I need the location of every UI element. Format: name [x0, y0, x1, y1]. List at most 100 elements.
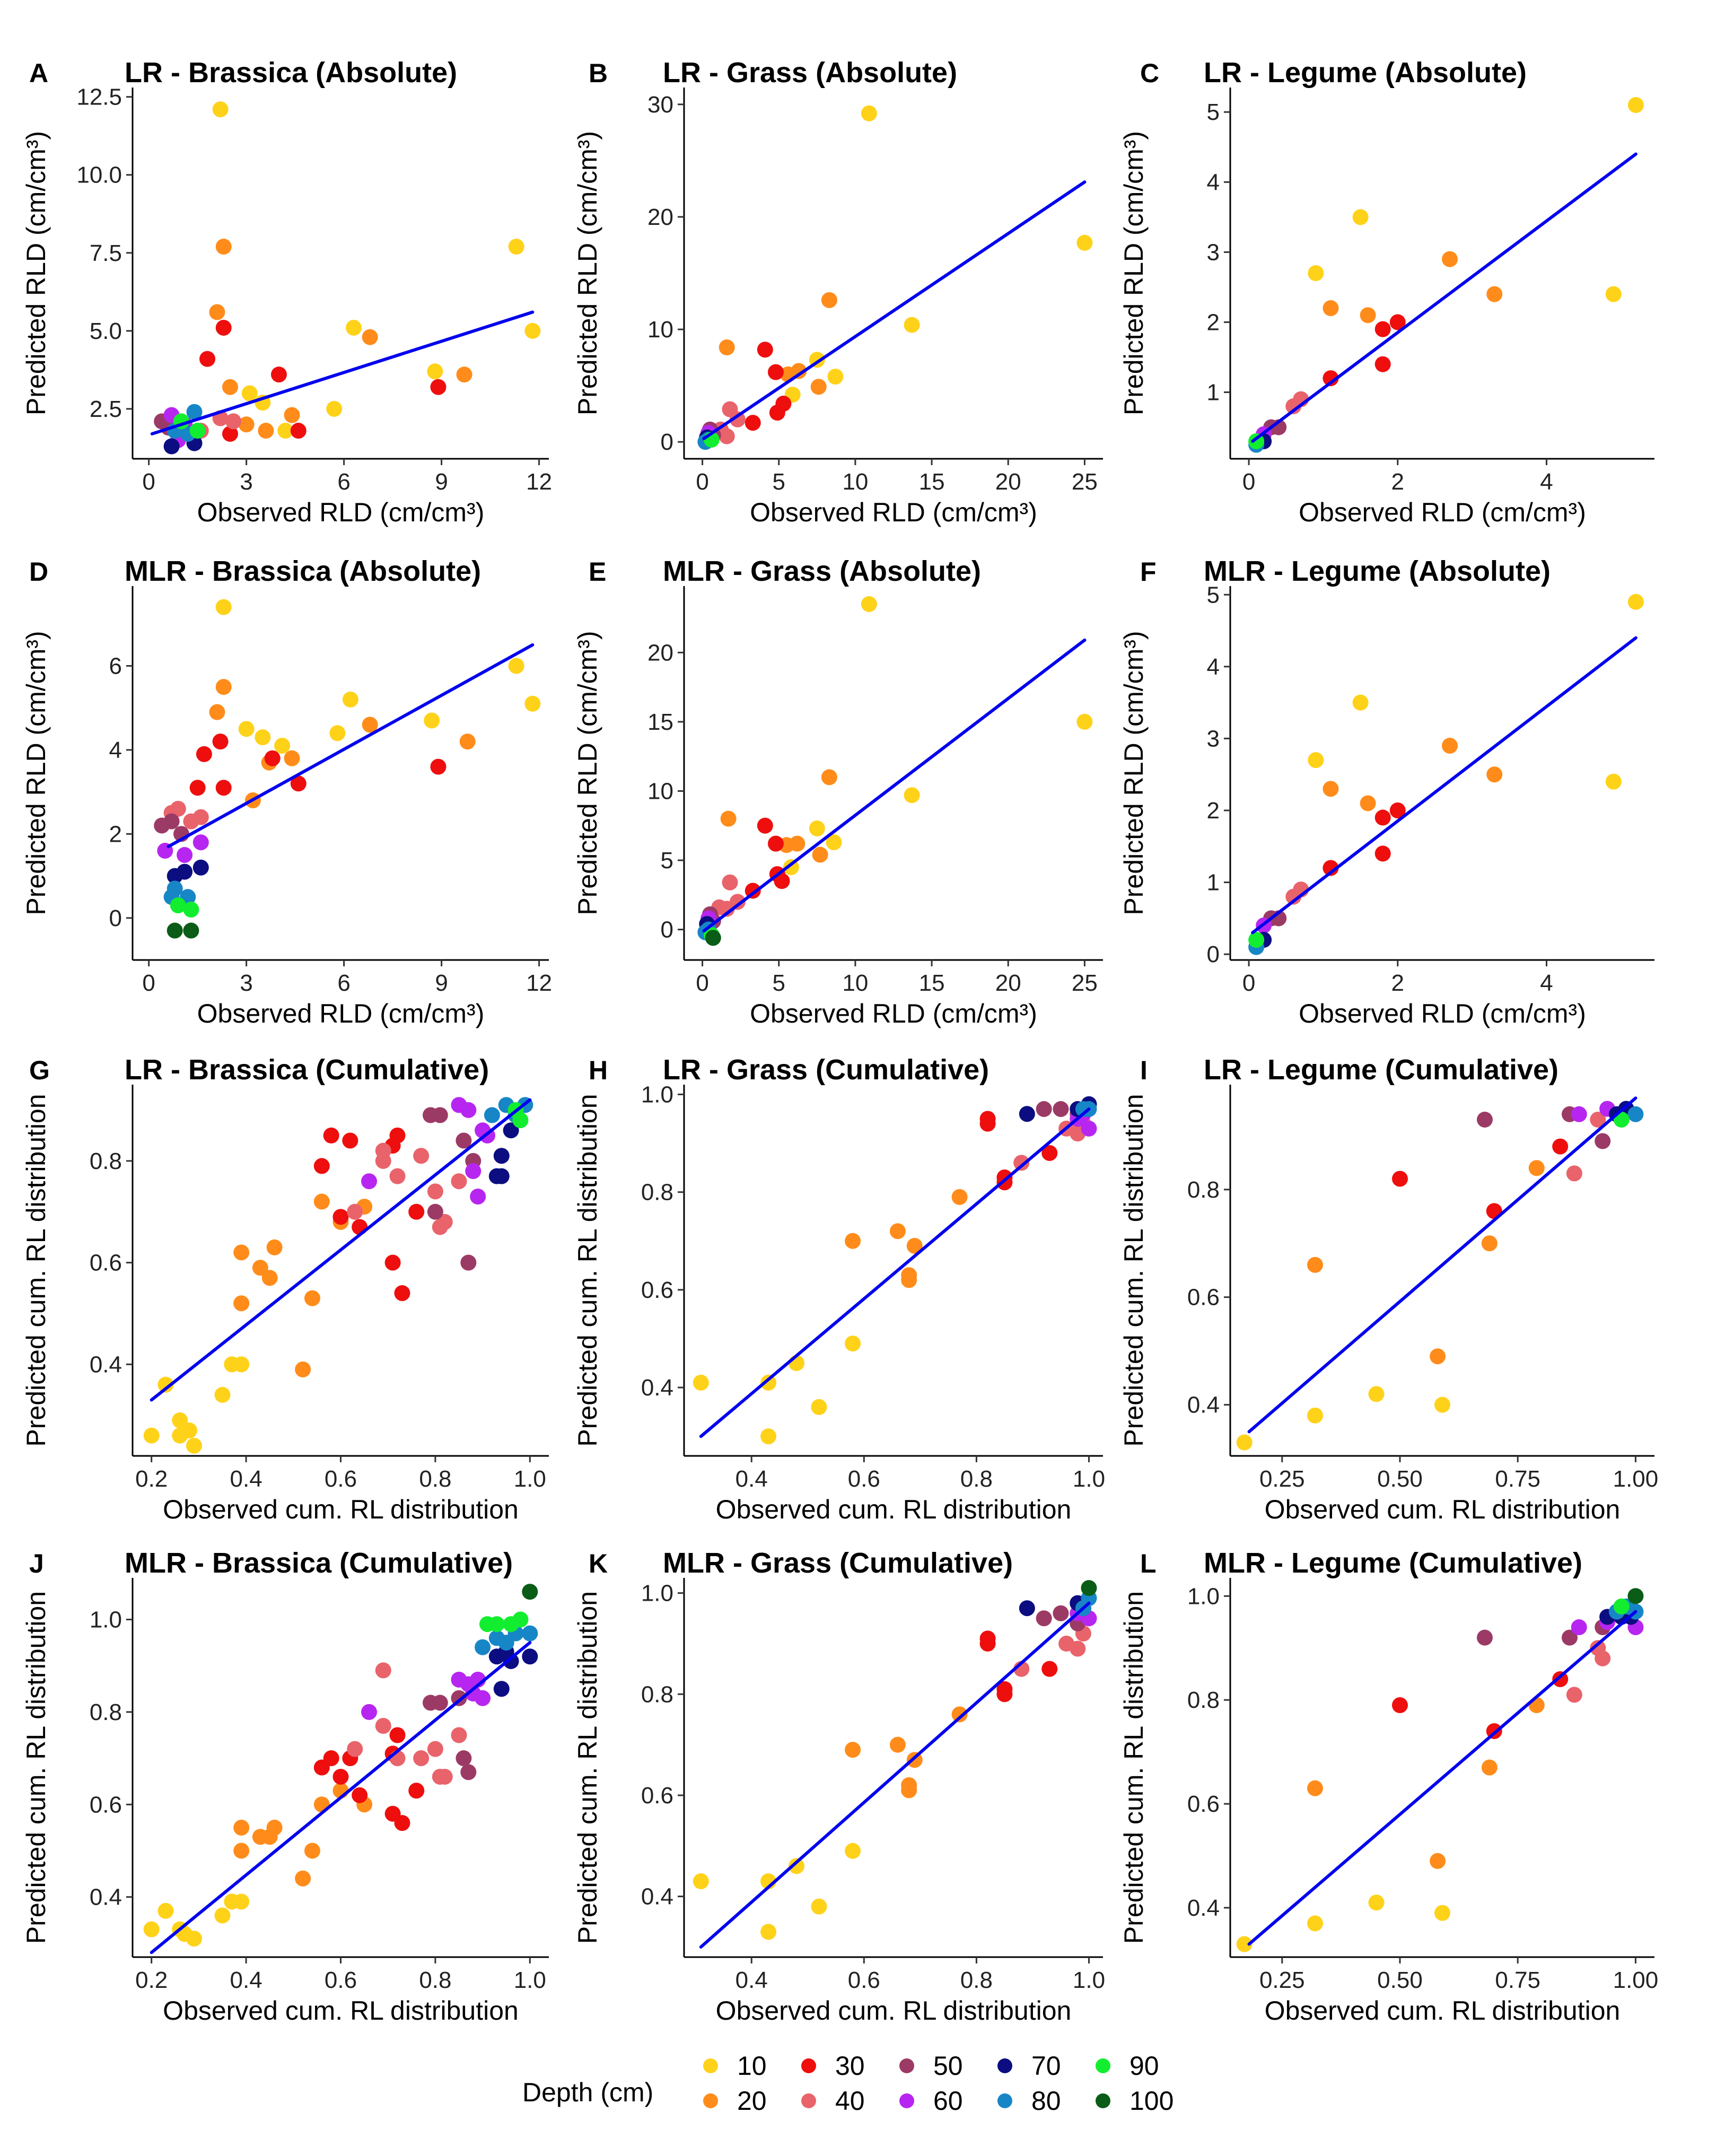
panel-letter: C — [1140, 58, 1159, 88]
legend: Depth (cm) 10 20 30 40 50 60 70 80 90 100 — [522, 2051, 1173, 2116]
data-point-depth-20 — [845, 1233, 861, 1249]
panel-letter: K — [589, 1549, 608, 1578]
data-point-depth-50 — [456, 1750, 472, 1767]
y-axis-title: Predicted RLD (cm/cm³) — [573, 131, 602, 415]
panel-letter: H — [589, 1055, 608, 1085]
data-point-depth-30 — [212, 734, 229, 750]
data-point-depth-100 — [183, 922, 199, 939]
data-point-depth-10 — [143, 1427, 160, 1444]
data-point-depth-70 — [503, 1653, 519, 1669]
legend-item-40: 40 — [801, 2086, 865, 2116]
data-point-depth-20 — [1442, 737, 1458, 754]
y-tick-label: 20 — [647, 640, 673, 666]
y-tick-label: 0.6 — [1187, 1791, 1220, 1817]
data-point-depth-90 — [488, 1616, 505, 1633]
data-point-depth-50 — [1036, 1101, 1052, 1118]
x-tick-label: 0.4 — [230, 1466, 262, 1492]
data-point-depth-10 — [845, 1336, 861, 1352]
x-tick-label: 20 — [995, 469, 1021, 495]
x-tick-label: 5 — [773, 469, 785, 495]
y-tick-label: 0.4 — [90, 1884, 122, 1910]
data-point-depth-10 — [214, 1386, 231, 1403]
y-tick-label: 0.6 — [1187, 1285, 1220, 1311]
data-point-depth-30 — [996, 1686, 1013, 1703]
x-tick-label: 2 — [1391, 970, 1404, 996]
data-point-depth-10 — [827, 369, 844, 385]
data-point-depth-20 — [266, 1819, 283, 1836]
data-point-depth-20 — [1528, 1160, 1545, 1176]
data-point-depth-20 — [295, 1870, 311, 1887]
data-point-depth-40 — [375, 1142, 391, 1159]
y-tick-label: 0.4 — [641, 1884, 673, 1910]
data-point-depth-10 — [424, 712, 440, 729]
data-point-depth-90 — [183, 901, 199, 918]
data-point-depth-30 — [290, 423, 306, 439]
panel-title: MLR - Legume (Cumulative) — [1204, 1547, 1582, 1579]
data-point-depth-30 — [1041, 1145, 1058, 1161]
data-point-depth-20 — [1360, 307, 1376, 324]
regression-line — [150, 310, 535, 435]
data-point-depth-40 — [225, 413, 242, 430]
data-point-depth-10 — [214, 1907, 231, 1924]
data-point-depth-30 — [189, 780, 206, 796]
x-axis-title: Observed RLD (cm/cm³) — [750, 497, 1037, 527]
data-point-depth-50 — [1477, 1629, 1493, 1646]
y-tick-label: 2 — [109, 821, 122, 847]
panel-title: MLR - Grass (Absolute) — [663, 555, 981, 587]
regression-line — [1251, 152, 1637, 443]
data-point-depth-10 — [329, 725, 346, 741]
data-point-depth-40 — [413, 1148, 430, 1164]
data-point-depth-40 — [1013, 1155, 1030, 1171]
panel-letter: A — [29, 58, 48, 88]
data-point-depth-20 — [295, 1361, 311, 1377]
data-point-depth-20 — [238, 416, 255, 433]
data-point-depth-90 — [1248, 932, 1265, 948]
regression-line — [1247, 1610, 1637, 1946]
data-point-depth-10 — [326, 400, 343, 417]
data-point-depth-20 — [209, 304, 225, 320]
x-axis-title: Observed RLD (cm/cm³) — [197, 999, 485, 1028]
data-point-depth-10 — [524, 322, 541, 339]
y-tick-label: 0.8 — [90, 1148, 122, 1174]
y-tick-label: 4 — [109, 737, 122, 763]
data-point-depth-20 — [1430, 1853, 1446, 1869]
data-point-depth-60 — [470, 1188, 486, 1204]
y-axis-title: Predicted cum. RL distribution — [1119, 1094, 1149, 1446]
data-point-depth-20 — [304, 1843, 320, 1859]
data-point-depth-10 — [172, 1412, 188, 1428]
legend-item-20: 20 — [703, 2086, 767, 2116]
regression-line — [1251, 636, 1637, 935]
data-point-depth-20 — [821, 292, 837, 308]
data-point-depth-20 — [313, 1193, 330, 1210]
data-point-depth-10 — [1308, 752, 1324, 769]
data-point-depth-20 — [889, 1736, 906, 1753]
data-point-depth-20 — [266, 1239, 283, 1255]
x-axis-title: Observed cum. RL distribution — [716, 1996, 1072, 2026]
data-point-depth-70 — [493, 1681, 510, 1697]
data-point-depth-100 — [522, 1584, 538, 1600]
data-point-depth-10 — [186, 1437, 202, 1454]
data-point-depth-30 — [1323, 370, 1339, 387]
y-tick-label: 5.0 — [90, 318, 122, 344]
data-point-depth-70 — [522, 1648, 538, 1665]
y-tick-label: 2 — [1207, 798, 1220, 824]
x-tick-label: 0 — [696, 970, 708, 996]
data-point-depth-80 — [522, 1625, 538, 1642]
x-tick-label: 0.8 — [419, 1466, 451, 1492]
data-point-depth-40 — [389, 1168, 406, 1184]
data-point-depth-40 — [719, 901, 735, 917]
data-point-depth-10 — [157, 1902, 174, 1919]
panel-I: I LR - Legume (Cumulative) 0.25 0.50 0.75 1.0… — [1119, 1054, 1658, 1524]
y-tick-label: 7.5 — [90, 240, 122, 266]
regression-line — [699, 1107, 1091, 1438]
y-tick-label: 12.5 — [76, 84, 122, 110]
legend-swatch — [1096, 2093, 1110, 2108]
x-tick-label: 1.0 — [1073, 1967, 1105, 1993]
x-tick-label: 0.2 — [135, 1967, 168, 1993]
x-tick-label: 20 — [995, 970, 1021, 996]
panel-G: G LR - Brassica (Cumulative) 0.2 0.4 0.6 0.8 1… — [21, 1054, 549, 1524]
y-tick-label: 1 — [1207, 870, 1220, 896]
data-point-depth-10 — [346, 319, 362, 336]
data-point-depth-90 — [512, 1611, 529, 1628]
x-tick-label: 0.25 — [1259, 1466, 1305, 1492]
